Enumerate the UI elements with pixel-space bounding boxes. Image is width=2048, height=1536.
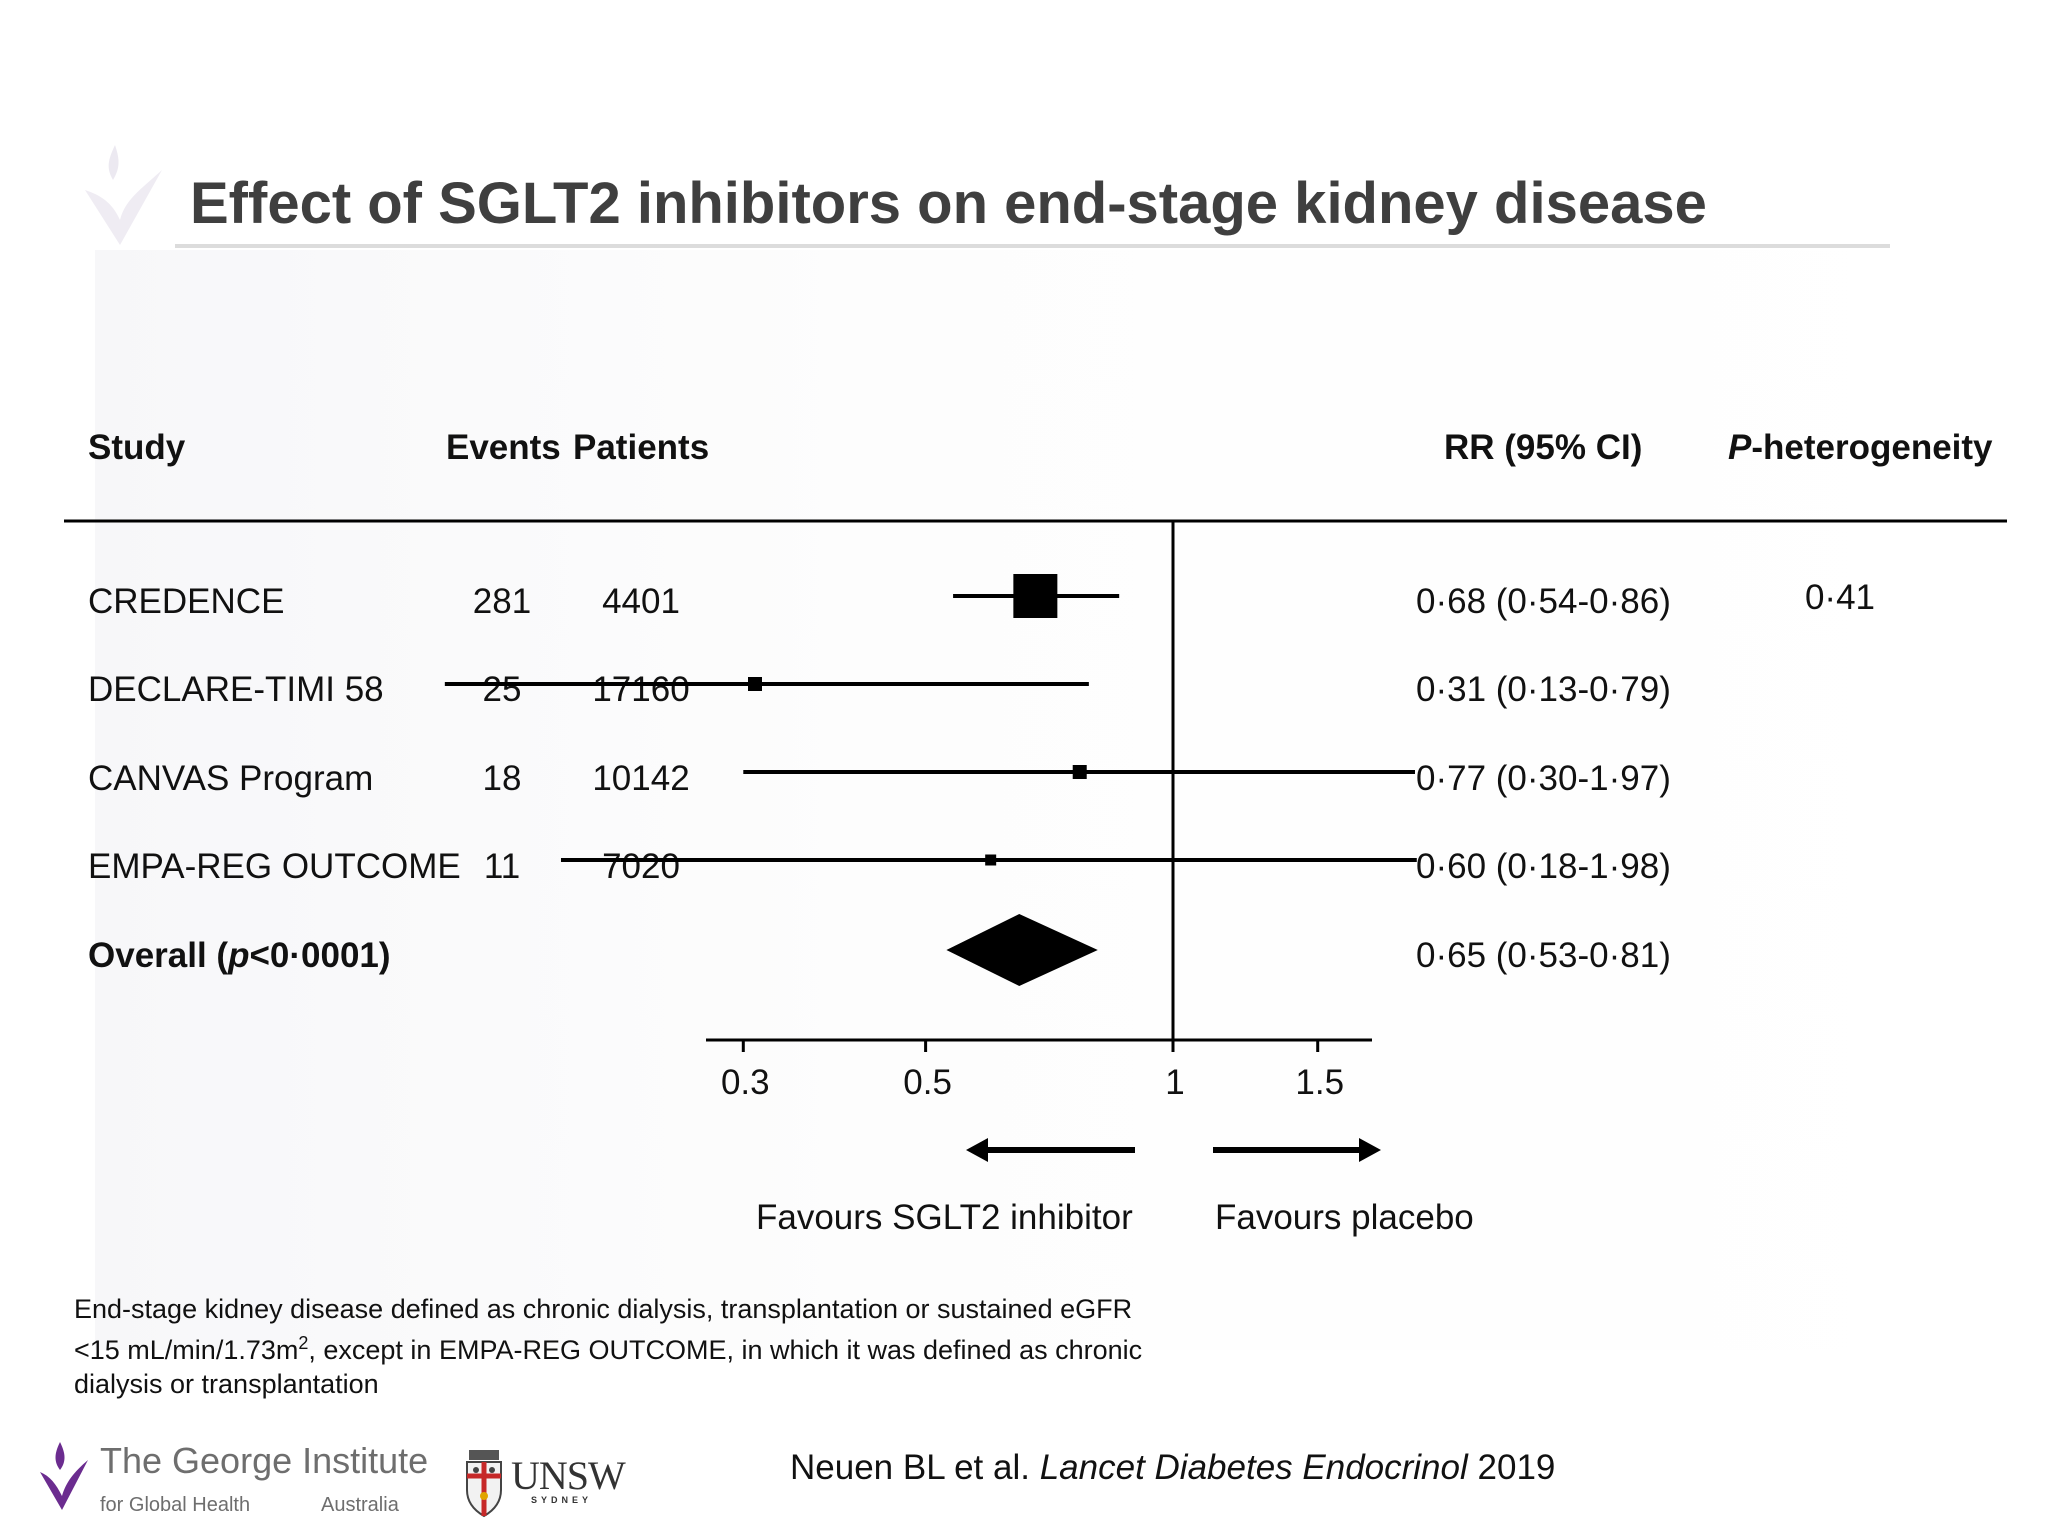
favours-placebo-label: Favours placebo	[1215, 1198, 1474, 1237]
unsw-logo: UNSW SYDNEY	[463, 1446, 626, 1522]
overall-label-pre: Overall (	[88, 936, 229, 975]
slide-background-panel	[95, 250, 1995, 1350]
point-estimate-box	[747, 677, 762, 691]
overall-label: Overall (p<0·0001)	[88, 936, 391, 976]
footnote-line-2: <15 mL/min/1.73m2, except in EMPA-REG OU…	[74, 1326, 1254, 1367]
header-events: Events	[446, 428, 561, 467]
george-institute-sub-left: for Global Health	[100, 1494, 251, 1516]
overall-label-post: <0·0001)	[249, 936, 391, 975]
x-tick-label: 0.5	[903, 1063, 952, 1102]
row-patients: 17160	[592, 670, 690, 709]
row-rr: 0·68 (0·54-0·86)	[1416, 582, 1671, 621]
citation-journal: Lancet Diabetes Endocrinol	[1039, 1448, 1468, 1487]
row-study: CANVAS Program	[88, 759, 374, 798]
overall-rr: 0·65 (0·53-0·81)	[1416, 936, 1671, 975]
x-tick-label: 1	[1165, 1063, 1184, 1102]
header-study: Study	[88, 428, 186, 467]
row-study: CREDENCE	[88, 582, 285, 621]
header-p-italic: P	[1728, 428, 1752, 467]
citation: Neuen BL et al. Lancet Diabetes Endocrin…	[790, 1448, 1555, 1488]
row-rr: 0·77 (0·30-1·97)	[1416, 759, 1671, 798]
george-institute-sub-right: Australia	[321, 1494, 399, 1516]
overall-diamond	[946, 914, 1098, 986]
header-rr: RR (95% CI)	[1444, 428, 1643, 467]
point-estimate-box	[1013, 574, 1058, 618]
unsw-crest-icon	[466, 1450, 502, 1518]
arrow-right-head	[1359, 1138, 1381, 1162]
footnote-line-1: End-stage kidney disease defined as chro…	[74, 1294, 1133, 1324]
header-p-rest: -heterogeneity	[1751, 428, 1993, 467]
row-rr: 0·60 (0·18-1·98)	[1416, 847, 1671, 886]
row-study: EMPA-REG OUTCOME	[88, 847, 461, 886]
row-events: 25	[482, 670, 522, 709]
header-patients: Patients	[573, 428, 710, 467]
row-patients: 10142	[592, 759, 690, 798]
x-tick-label: 0.3	[721, 1063, 770, 1102]
george-institute-icon	[40, 1442, 88, 1510]
point-estimate-box	[1072, 765, 1087, 779]
george-institute-logo: The George Institute for Global Health A…	[38, 1440, 428, 1530]
footnote: End-stage kidney disease defined as chro…	[74, 1292, 1254, 1401]
citation-authors: Neuen BL et al.	[790, 1448, 1030, 1487]
footnote-line-3: dialysis or transplantation	[74, 1369, 379, 1399]
unsw-wordmark: UNSW	[511, 1453, 626, 1498]
footnote-line-2-post: , except in EMPA-REG OUTCOME, in which i…	[308, 1335, 1143, 1365]
title-underline	[175, 244, 1890, 248]
x-tick-label: 1.5	[1295, 1063, 1344, 1102]
row-study: DECLARE-TIMI 58	[88, 670, 384, 709]
row-p: 0·41	[1804, 578, 1876, 617]
header-p-heterogeneity: P-heterogeneity	[1728, 428, 1993, 468]
row-patients: 7020	[602, 847, 680, 886]
row-rr: 0·31 (0·13-0·79)	[1416, 670, 1671, 709]
row-events: 281	[472, 582, 532, 621]
footnote-superscript: 2	[298, 1333, 309, 1353]
footnote-line-2-pre: <15 mL/min/1.73m	[74, 1335, 299, 1365]
row-patients: 4401	[602, 582, 680, 621]
unsw-sub: SYDNEY	[531, 1495, 593, 1505]
george-institute-name: The George Institute	[100, 1440, 429, 1481]
point-estimate-box	[985, 854, 997, 866]
favours-sglt2-label: Favours SGLT2 inhibitor	[756, 1198, 1133, 1237]
watermark-logo-icon	[85, 145, 162, 245]
forest-plot: 0.3 0.5 1 1.5	[64, 519, 2007, 1162]
overall-label-p: p	[228, 936, 250, 975]
slide-title: Effect of SGLT2 inhibitors on end-stage …	[190, 171, 1707, 236]
citation-year: 2019	[1477, 1448, 1556, 1487]
arrow-left-head	[966, 1138, 988, 1162]
row-events: 11	[483, 847, 521, 886]
row-events: 18	[482, 759, 522, 798]
